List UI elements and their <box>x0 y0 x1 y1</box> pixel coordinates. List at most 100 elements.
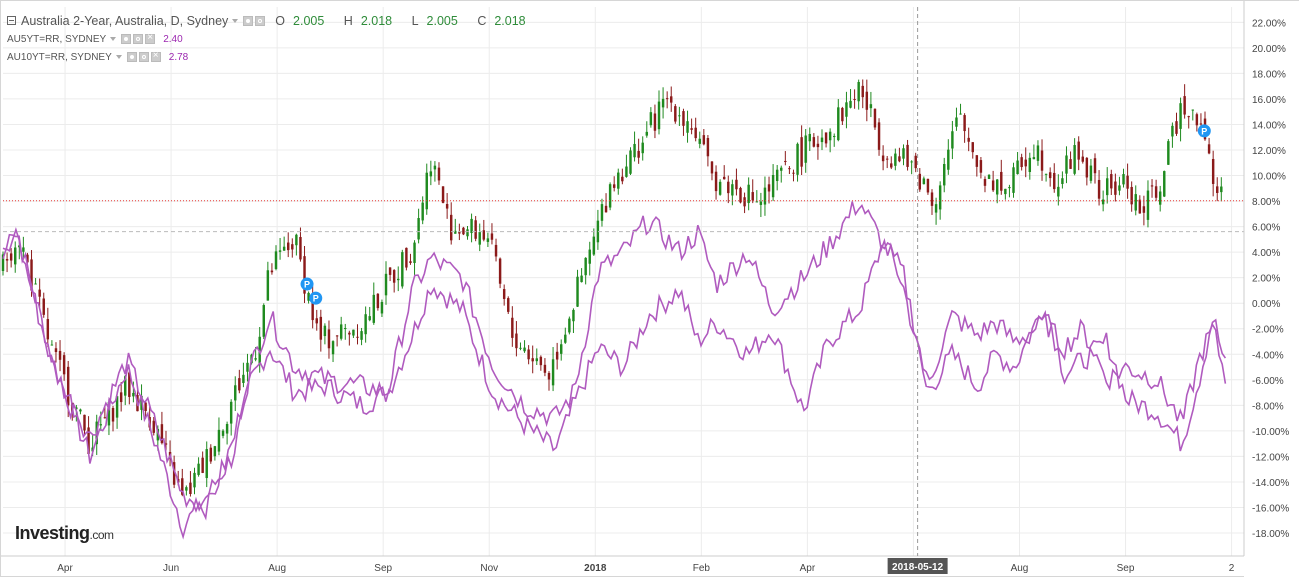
y-tick-label: 2.00% <box>1252 274 1280 285</box>
y-tick-label: -4.00% <box>1252 350 1284 361</box>
gear-icon[interactable] <box>255 15 266 26</box>
candle-body <box>287 242 290 251</box>
eye-icon[interactable] <box>126 52 137 62</box>
candle-body <box>759 201 763 205</box>
candle-body <box>9 253 13 261</box>
candle-body <box>193 472 196 488</box>
collapse-icon[interactable] <box>7 16 16 25</box>
candle-body <box>975 155 979 167</box>
pivot-marker-label: P <box>313 294 319 304</box>
y-tick-label: 10.00% <box>1252 172 1286 183</box>
legend-series2-row: AU10YT=RR, SYDNEY 2.78 <box>7 48 542 66</box>
candle-body <box>217 429 221 452</box>
candle-body <box>1028 157 1032 173</box>
caret-down-icon[interactable] <box>232 18 239 23</box>
eye-icon[interactable] <box>121 34 132 44</box>
candle-body <box>75 407 78 410</box>
caret-down-icon[interactable] <box>115 55 122 59</box>
candle-body <box>331 341 335 355</box>
candle-body <box>1211 158 1215 184</box>
candle-body <box>1012 167 1015 193</box>
candle-body <box>1077 141 1080 160</box>
candle-body <box>99 424 103 426</box>
candle-body <box>205 449 208 479</box>
main-series-title: Australia 2-Year, Australia, D, Sydney <box>21 13 229 28</box>
series1-name: AU5YT=RR, SYDNEY <box>7 33 107 45</box>
close-icon[interactable] <box>150 50 161 62</box>
series-line-1 <box>2 226 1227 540</box>
series-line-2 <box>2 201 1227 521</box>
candle-body <box>1073 145 1076 174</box>
candle-body <box>30 259 33 291</box>
gear-icon[interactable] <box>133 34 144 44</box>
candle-body <box>278 250 282 252</box>
candle-body <box>295 234 298 246</box>
x-tick-label: Jun <box>163 563 179 574</box>
candle-body <box>405 247 408 268</box>
candle-body <box>270 270 274 273</box>
candle-body <box>592 236 596 255</box>
x-tick-label: Feb <box>693 563 711 574</box>
candle-body <box>674 106 677 122</box>
candle-body <box>576 276 579 307</box>
candle-body <box>111 408 115 422</box>
candle-body <box>392 270 396 283</box>
candle-body <box>384 273 388 296</box>
candle-body <box>682 111 685 126</box>
candle-body <box>943 164 946 186</box>
crosshair-date-badge <box>887 558 948 574</box>
candle-body <box>657 101 661 130</box>
candle-body <box>103 417 107 419</box>
eye-icon[interactable] <box>243 15 254 26</box>
candle-body <box>906 144 909 167</box>
y-tick-label: -18.00% <box>1252 529 1289 540</box>
candle-body <box>360 331 363 340</box>
candle-body <box>83 414 86 431</box>
candle-body <box>804 135 807 163</box>
candle-body <box>861 85 864 98</box>
candle-body <box>588 249 591 264</box>
x-tick-label: Nov <box>480 563 498 574</box>
candle-body <box>348 332 351 335</box>
y-tick-label: 4.00% <box>1252 248 1280 259</box>
candle-body <box>164 443 168 445</box>
candle-body <box>1122 174 1125 185</box>
candle-body <box>710 161 714 174</box>
candle-body <box>372 294 376 323</box>
candle-body <box>1081 156 1084 162</box>
candle-body <box>1097 179 1101 199</box>
candle-body <box>885 158 889 160</box>
candle-body <box>234 385 237 401</box>
y-tick-label: 0.00% <box>1252 299 1280 310</box>
candle-body <box>449 214 453 241</box>
candle-body <box>172 462 176 485</box>
candle-body <box>209 447 213 462</box>
candle-body <box>274 251 278 270</box>
candle-body <box>1044 173 1048 175</box>
candle-body <box>441 186 445 203</box>
candle-body <box>1216 186 1219 193</box>
y-tick-label: -6.00% <box>1252 376 1284 387</box>
candle-body <box>482 230 486 240</box>
candle-body <box>918 173 922 190</box>
candle-body <box>197 463 200 475</box>
candle-body <box>315 318 318 324</box>
gear-icon[interactable] <box>138 52 149 62</box>
candle-body <box>66 366 70 406</box>
pivot-marker <box>1197 124 1211 138</box>
candle-body <box>1158 191 1162 205</box>
candle-body <box>1093 158 1097 174</box>
candle-body <box>1032 157 1036 160</box>
candle-body <box>1138 199 1142 214</box>
candle-body <box>445 203 449 209</box>
candle-body <box>1118 185 1121 191</box>
close-icon[interactable] <box>145 32 156 44</box>
caret-down-icon[interactable] <box>110 37 117 41</box>
candle-body <box>698 138 701 144</box>
candle-body <box>14 247 17 265</box>
candle-body <box>637 150 640 158</box>
candle-body <box>1175 121 1178 134</box>
candle-body <box>665 98 669 100</box>
